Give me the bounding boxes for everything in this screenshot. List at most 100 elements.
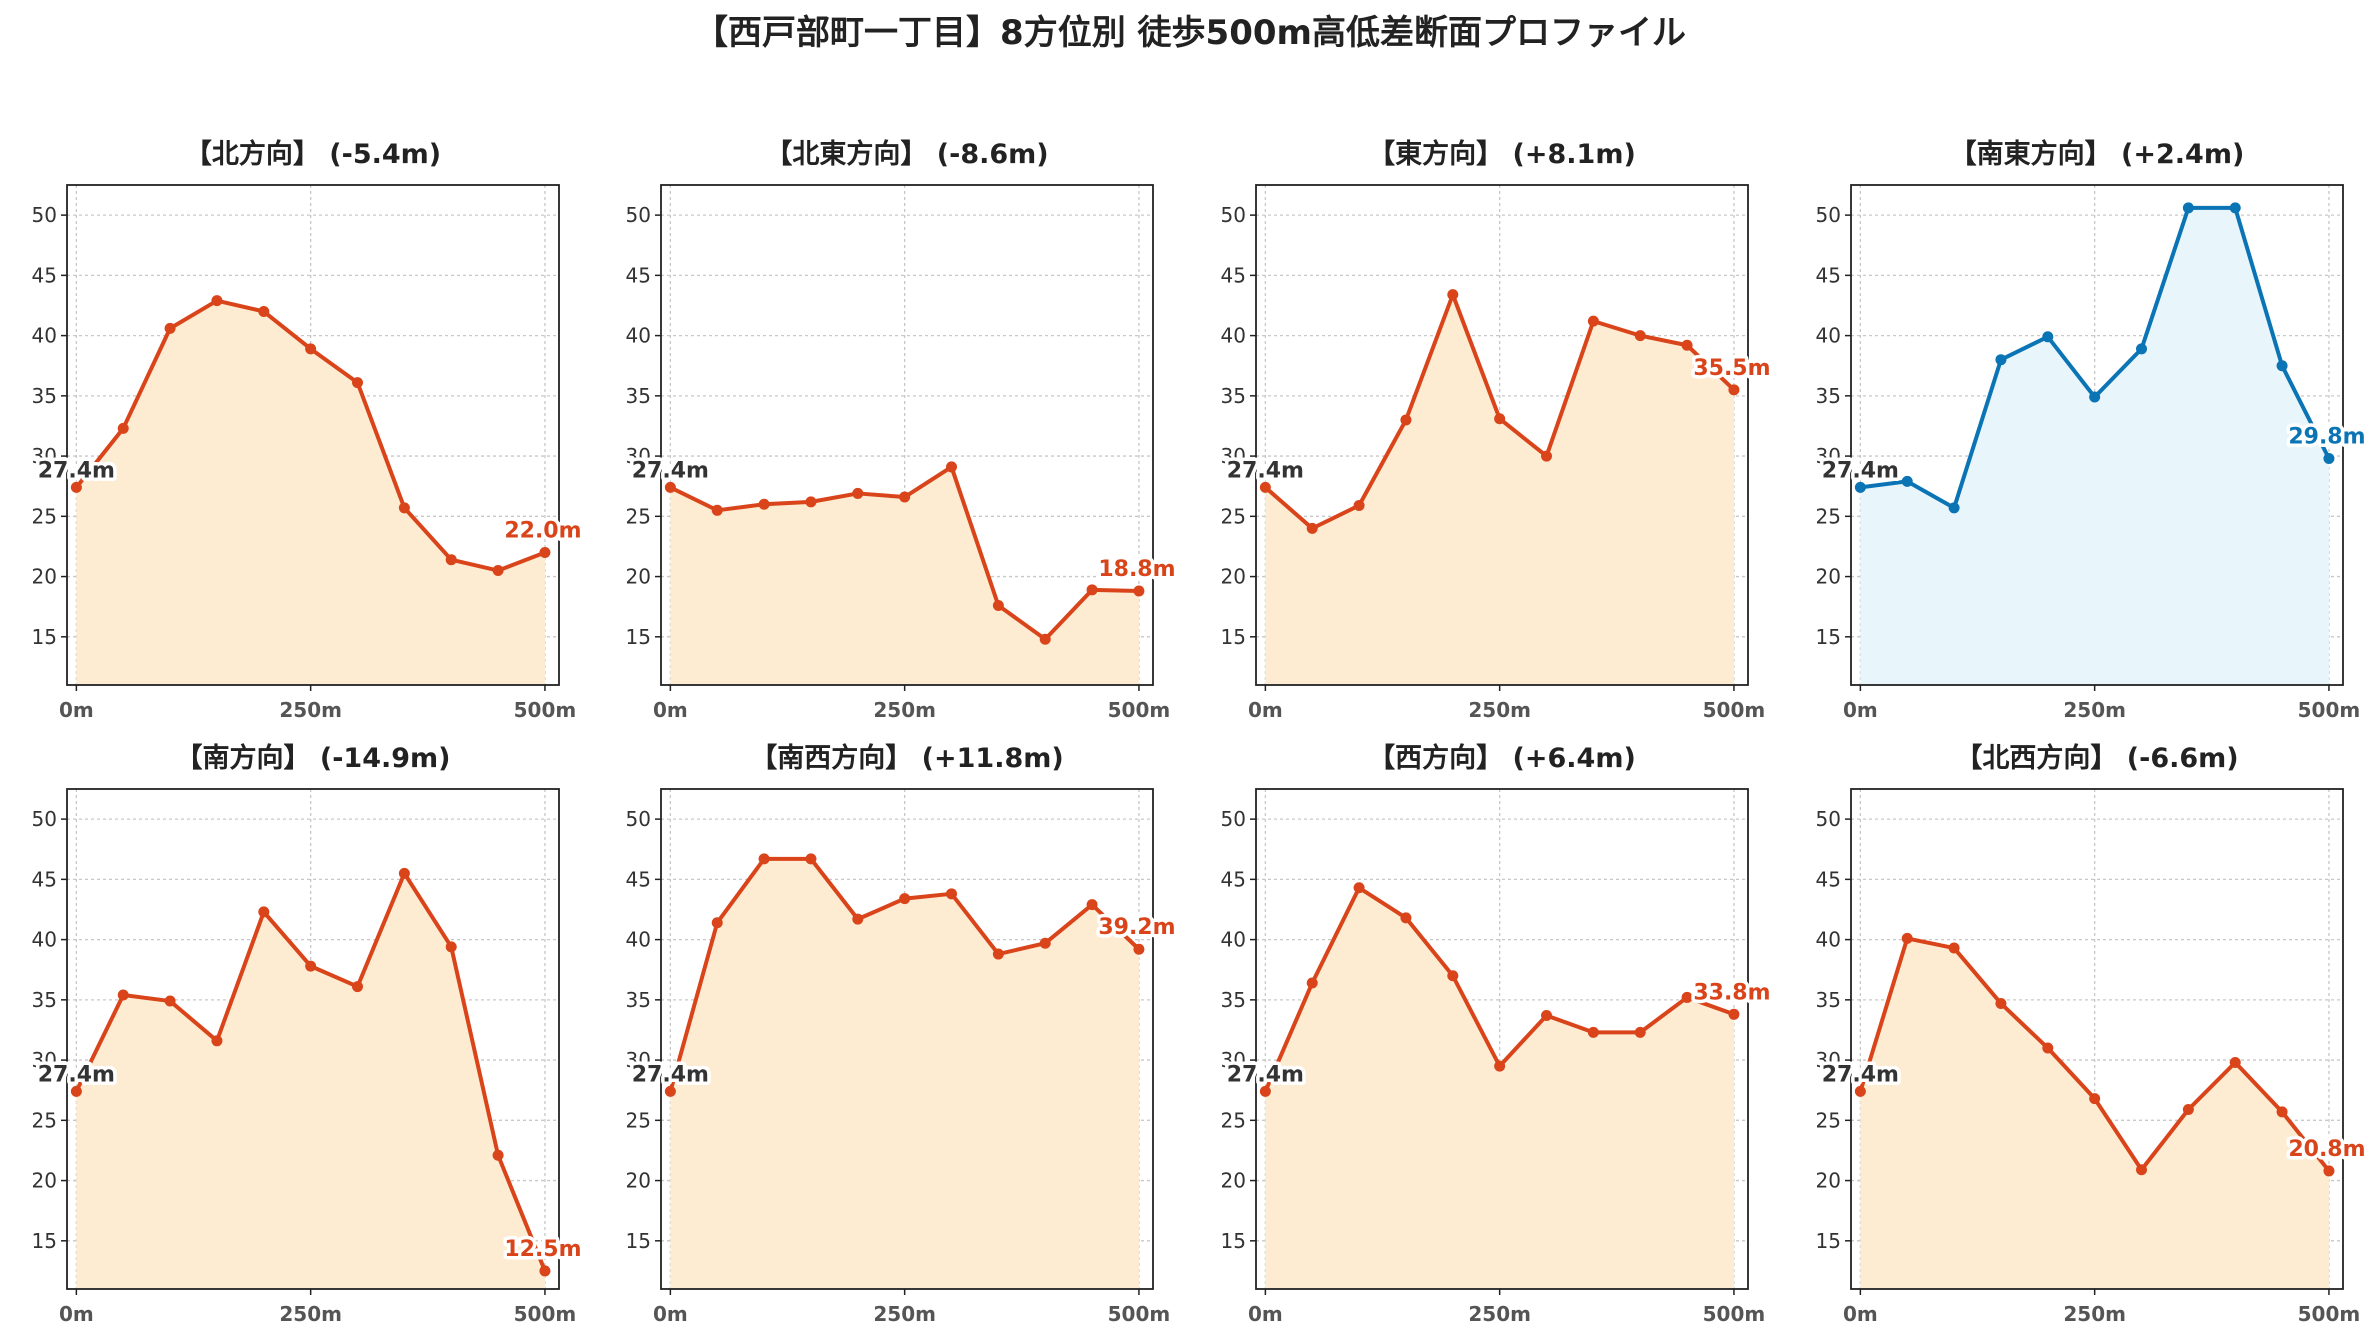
x-tick-label: 500m [2298,698,2361,722]
plot-frame [66,788,560,1290]
start-elevation-label: 27.4m [1822,458,1899,483]
y-tick-label: 15 [32,625,57,649]
panel-title: 【西方向】 (+6.4m) [1368,742,1636,774]
elevation-area [76,873,545,1289]
elevation-point-150m [1400,912,1412,924]
end-elevation-label: 29.8m [2288,424,2365,449]
y-tick-label: 15 [1816,1229,1841,1253]
elevation-point-50m [117,422,129,434]
plot-frame [1850,184,2344,686]
elevation-point-400m [1634,330,1646,342]
elevation-point-300m [946,461,958,473]
x-tick-label: 250m [279,1302,342,1326]
y-tick-label: 45 [626,867,651,891]
elevation-point-350m [1587,315,1599,327]
elevation-point-200m [258,906,270,918]
y-tick-label: 25 [1816,504,1841,528]
elevation-point-150m [211,295,223,307]
start-elevation-label: 27.4m [1227,458,1304,483]
elevation-point-300m [2136,1164,2148,1176]
x-tick-label: 500m [1108,1302,1171,1326]
elevation-point-0m [70,481,82,493]
panel-title: 【北西方向】 (-6.6m) [1955,742,2238,774]
y-tick-label: 35 [1221,988,1246,1012]
y-tick-label: 40 [32,928,57,952]
plot-frame [1255,788,1749,1290]
elevation-point-400m [1039,937,1051,949]
elevation-point-100m [1353,882,1365,894]
y-tick-label: 50 [32,203,57,227]
panel-title: 【北東方向】 (-8.6m) [765,138,1048,170]
end-elevation-label: 33.8m [1693,980,1770,1005]
elevation-point-200m [1447,970,1459,982]
x-tick-label: 250m [2063,698,2126,722]
y-tick-label: 20 [626,565,651,589]
x-tick-label: 250m [2063,1302,2126,1326]
elevation-point-350m [992,948,1004,960]
figure-title: 【西戸部町一丁目】8方位別 徒歩500m高低差断面プロファイル [694,13,1686,53]
x-tick-label: 0m [59,1302,94,1326]
end-elevation-label: 39.2m [1098,915,1175,940]
start-elevation-label: 27.4m [38,1062,115,1087]
elevation-point-100m [1353,499,1365,511]
elevation-point-200m [852,913,864,925]
panel-title: 【東方向】 (+8.1m) [1368,138,1636,170]
y-tick-label: 40 [626,928,651,952]
elevation-point-400m [2229,202,2241,214]
end-elevation-label: 12.5m [504,1237,581,1262]
y-tick-label: 30 [626,444,651,468]
elevation-point-250m [899,491,911,503]
elevation-point-100m [164,322,176,334]
end-elevation-label: 22.0m [504,518,581,543]
y-tick-label: 45 [626,263,651,287]
elevation-point-400m [445,941,457,953]
elevation-point-450m [1086,584,1098,596]
elevation-point-150m [1400,414,1412,426]
elevation-point-350m [1587,1026,1599,1038]
y-tick-label: 25 [32,1108,57,1132]
elevation-point-450m [2276,360,2288,372]
elevation-point-300m [2136,343,2148,355]
elevation-point-450m [2276,1106,2288,1118]
y-tick-label: 25 [1221,504,1246,528]
plot-frame [660,184,1154,686]
elevation-area [1265,887,1734,1289]
y-tick-label: 25 [1816,1108,1841,1132]
elevation-point-200m [258,306,270,318]
y-tick-label: 50 [626,807,651,831]
elevation-point-200m [1447,289,1459,301]
elevation-point-450m [492,565,504,577]
y-tick-label: 30 [32,1048,57,1072]
elevation-point-0m [1854,481,1866,493]
x-tick-label: 250m [1468,698,1531,722]
x-tick-label: 500m [514,698,577,722]
end-elevation-label: 20.8m [2288,1137,2365,1162]
y-tick-label: 50 [1221,807,1246,831]
elevation-point-150m [805,853,817,865]
y-tick-label: 20 [32,565,57,589]
elevation-point-0m [664,481,676,493]
y-tick-label: 40 [1816,324,1841,348]
elevation-area [1860,207,2329,685]
x-tick-label: 500m [1108,698,1171,722]
elevation-point-150m [805,496,817,508]
y-tick-label: 50 [1816,203,1841,227]
y-tick-label: 20 [32,1169,57,1193]
elevation-point-250m [305,960,317,972]
y-tick-label: 35 [626,384,651,408]
y-tick-label: 40 [1221,928,1246,952]
elevation-point-500m [1728,1008,1740,1020]
y-tick-label: 20 [626,1169,651,1193]
elevation-point-150m [1995,997,2007,1009]
y-tick-label: 40 [32,324,57,348]
elevation-point-300m [352,981,364,993]
elevation-area [670,858,1139,1289]
elevation-point-400m [1039,633,1051,645]
elevation-point-500m [539,546,551,558]
